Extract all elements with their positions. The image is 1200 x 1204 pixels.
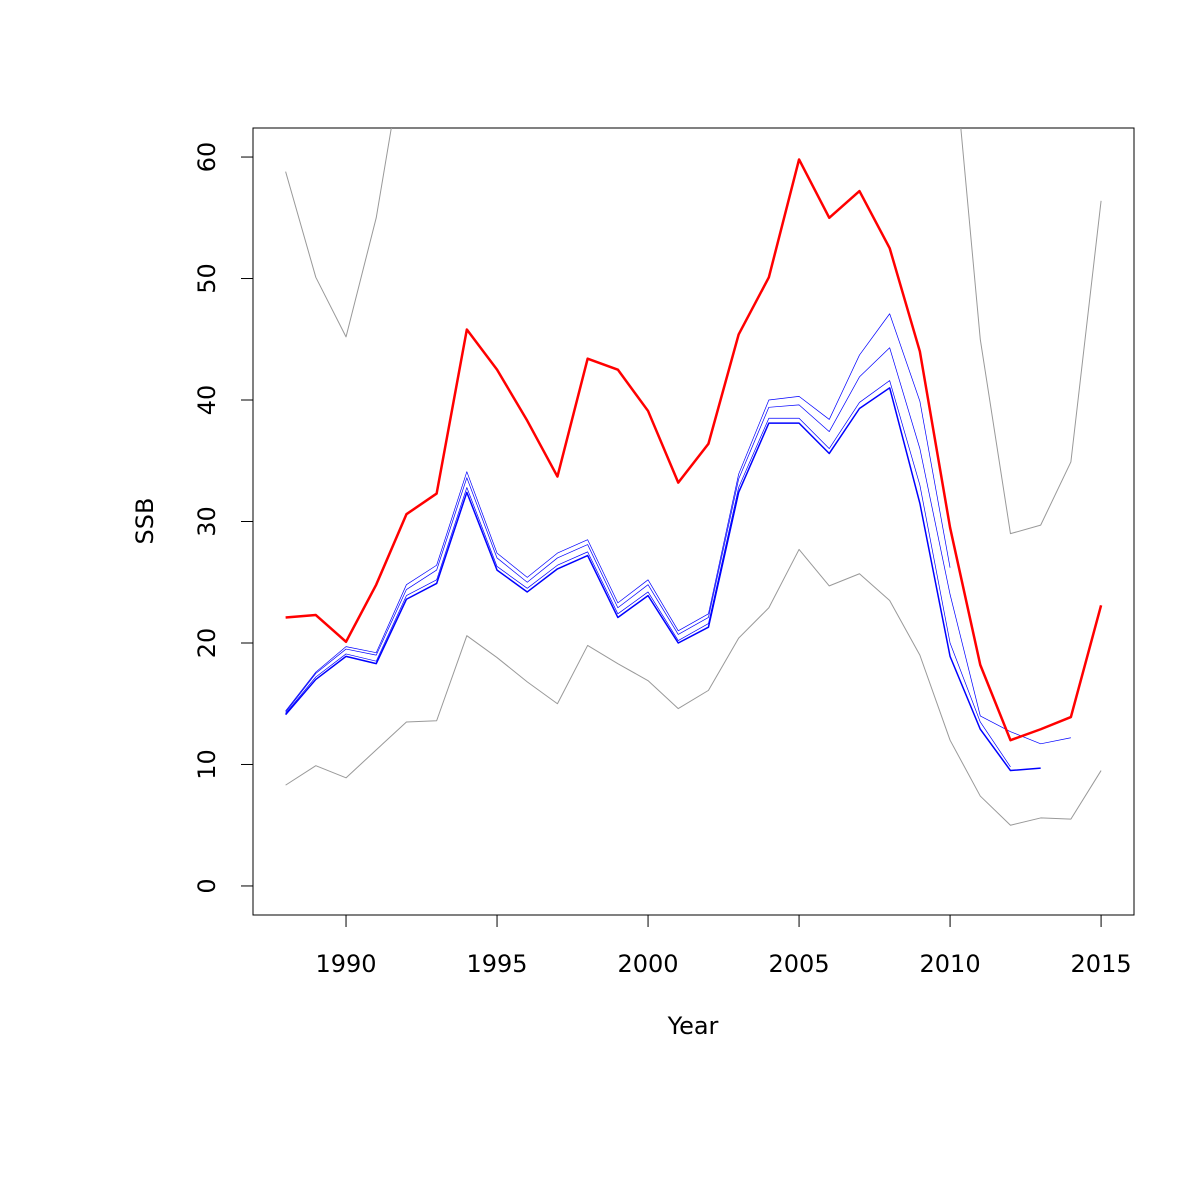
x-tick-label: 1995 xyxy=(466,950,527,978)
series-line xyxy=(285,380,1011,768)
y-tick-label: 40 xyxy=(193,385,221,416)
y-tick-label: 10 xyxy=(193,749,221,780)
y-tick-label: 50 xyxy=(193,263,221,294)
series-line xyxy=(285,128,1102,535)
lines xyxy=(285,128,1103,826)
y-tick-label: 60 xyxy=(193,142,221,173)
series-line xyxy=(285,548,1102,826)
y-axis-label: SSB xyxy=(131,498,159,545)
x-tick-label: 2000 xyxy=(618,950,679,978)
series-line xyxy=(285,387,1041,772)
y-tick-label: 20 xyxy=(193,628,221,659)
y-tick-label: 0 xyxy=(193,878,221,893)
series-line xyxy=(285,158,1103,742)
x-tick-label: 1990 xyxy=(315,950,376,978)
plot-box xyxy=(252,127,1135,916)
x-tick-label: 2005 xyxy=(769,950,830,978)
y-tick-label: 30 xyxy=(193,506,221,537)
series-line xyxy=(285,313,951,712)
x-tick-label: 2010 xyxy=(920,950,981,978)
series-line xyxy=(285,347,1071,745)
x-tick-label: 2015 xyxy=(1071,950,1132,978)
x-axis-label: Year xyxy=(667,1012,719,1040)
